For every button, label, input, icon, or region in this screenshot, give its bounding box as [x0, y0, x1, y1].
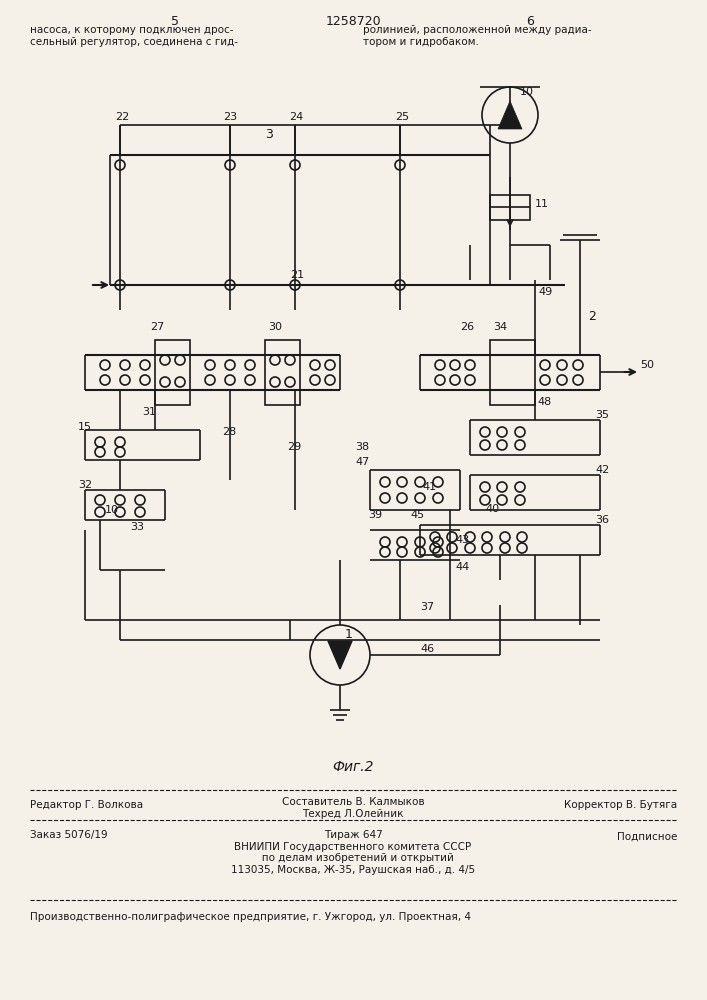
Text: Производственно-полиграфическое предприятие, г. Ужгород, ул. Проектная, 4: Производственно-полиграфическое предприя… — [30, 912, 471, 922]
Text: 37: 37 — [420, 602, 434, 612]
Text: 44: 44 — [455, 562, 469, 572]
Text: насоса, к которому подключен дрос-
сельный регулятор, соединена с гид-: насоса, к которому подключен дрос- сельн… — [30, 25, 238, 47]
Text: 40: 40 — [485, 504, 499, 514]
Text: 21: 21 — [290, 270, 304, 280]
Text: 33: 33 — [130, 522, 144, 532]
Text: Подписное: Подписное — [617, 832, 677, 842]
Text: 15: 15 — [78, 422, 92, 432]
Text: 5: 5 — [171, 15, 179, 28]
Bar — [265, 340, 300, 405]
Text: 28: 28 — [222, 427, 236, 437]
Text: 49: 49 — [538, 287, 552, 297]
Text: Заказ 5076/19: Заказ 5076/19 — [30, 830, 107, 840]
Text: 22: 22 — [115, 112, 129, 122]
Text: 36: 36 — [595, 515, 609, 525]
Text: 1258720: 1258720 — [325, 15, 381, 28]
Polygon shape — [328, 641, 352, 669]
Text: Тираж 647
ВНИИПИ Государственного комитета СССР
   по делам изобретений и открыт: Тираж 647 ВНИИПИ Государственного комите… — [231, 830, 475, 875]
Bar — [490, 195, 530, 220]
Text: 10: 10 — [520, 87, 534, 97]
Text: Составитель В. Калмыков
Техред Л.Олейник: Составитель В. Калмыков Техред Л.Олейник — [281, 797, 424, 819]
Bar — [155, 340, 190, 405]
Text: 29: 29 — [287, 442, 301, 452]
Text: Редактор Г. Волкова: Редактор Г. Волкова — [30, 800, 143, 810]
Text: 48: 48 — [537, 397, 551, 407]
Text: Корректор В. Бутяга: Корректор В. Бутяга — [564, 800, 677, 810]
Text: 10: 10 — [105, 505, 119, 515]
Text: 27: 27 — [150, 322, 164, 332]
Text: 31: 31 — [142, 407, 156, 417]
Text: 30: 30 — [268, 322, 282, 332]
Text: ролинией, расположенной между радиа-
тором и гидробаком.: ролинией, расположенной между радиа- тор… — [363, 25, 592, 47]
Text: 6: 6 — [526, 15, 534, 28]
Text: 1: 1 — [345, 628, 353, 641]
Text: 26: 26 — [460, 322, 474, 332]
Text: 43: 43 — [455, 535, 469, 545]
Text: 24: 24 — [289, 112, 303, 122]
Text: 39: 39 — [368, 510, 382, 520]
Text: 41: 41 — [422, 482, 436, 492]
Text: 25: 25 — [395, 112, 409, 122]
Text: 3: 3 — [265, 128, 273, 141]
Text: 45: 45 — [410, 510, 424, 520]
Text: 32: 32 — [78, 480, 92, 490]
Text: 2: 2 — [588, 310, 596, 323]
Text: 47: 47 — [355, 457, 369, 467]
Text: Фиг.2: Фиг.2 — [332, 760, 374, 774]
Text: 46: 46 — [420, 644, 434, 654]
Text: 38: 38 — [355, 442, 369, 452]
Text: 42: 42 — [595, 465, 609, 475]
Text: 11: 11 — [535, 199, 549, 209]
Text: 35: 35 — [595, 410, 609, 420]
Bar — [490, 340, 535, 405]
Text: 34: 34 — [493, 322, 507, 332]
Polygon shape — [498, 101, 522, 129]
Text: 23: 23 — [223, 112, 237, 122]
Text: 50: 50 — [640, 360, 654, 370]
